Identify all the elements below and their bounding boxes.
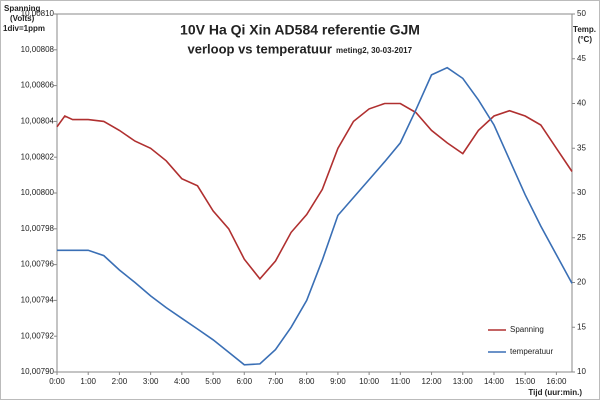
y2-tick-label: 20: [577, 278, 586, 287]
y-tick-label: 10,00806: [21, 81, 55, 90]
legend-label: temperatuur: [510, 347, 553, 356]
y2-tick-label: 25: [577, 233, 586, 242]
x-tick-label: 1:00: [80, 377, 96, 386]
x-tick-label: 12:00: [422, 377, 443, 386]
data-line: [57, 66, 573, 366]
y2-tick-label: 50: [577, 9, 586, 18]
x-tick-label: 15:00: [515, 377, 536, 386]
data-line: [56, 102, 573, 281]
y-tick-label: 10,00798: [21, 224, 55, 233]
chart-title: 10V Ha Qi Xin AD584 referentie GJM: [180, 22, 420, 38]
y-tick-label: 10,00796: [21, 260, 55, 269]
x-tick-label: 2:00: [112, 377, 128, 386]
y-tick-label: 10,00808: [21, 45, 55, 54]
x-tick-label: 11:00: [391, 377, 411, 386]
y-axis-label: (Volts): [10, 14, 35, 23]
x-tick-label: 10:00: [359, 377, 380, 386]
y-tick-label: 10,00810: [21, 9, 55, 18]
y-tick-label: 10,00794: [21, 296, 55, 305]
y2-tick-label: 45: [577, 54, 586, 63]
y-axis-label: 1div=1ppm: [3, 24, 45, 33]
x-tick-label: 4:00: [174, 377, 190, 386]
y-tick-label: 10,00792: [21, 331, 55, 340]
y2-tick-label: 10: [577, 367, 586, 376]
x-tick-label: 14:00: [484, 377, 505, 386]
x-tick-label: 6:00: [236, 377, 252, 386]
x-tick-label: 9:00: [330, 377, 346, 386]
x-axis-label: Tijd (uur:min.): [528, 388, 582, 397]
x-tick-label: 7:00: [268, 377, 284, 386]
y-tick-label: 10,00800: [21, 188, 55, 197]
x-tick-label: 8:00: [299, 377, 315, 386]
y2-tick-label: 30: [577, 188, 586, 197]
y2-tick-label: 15: [577, 322, 586, 331]
y-tick-label: 10,00802: [21, 152, 55, 161]
y2-axis-label: (°C): [578, 35, 593, 44]
subtitle-note: meting2, 30-03-2017: [336, 46, 413, 55]
y-tick-label: 10,00790: [21, 367, 55, 376]
y-axis-label: Spanning: [4, 4, 41, 13]
y-tick-label: 10,00804: [21, 117, 55, 126]
legend-label: Spanning: [510, 325, 544, 334]
y2-tick-label: 35: [577, 143, 586, 152]
y2-tick-label: 40: [577, 99, 586, 108]
x-tick-label: 3:00: [143, 377, 159, 386]
x-tick-label: 0:00: [49, 377, 65, 386]
x-tick-label: 5:00: [205, 377, 221, 386]
x-tick-label: 13:00: [453, 377, 474, 386]
chart-subtitle: verloop vs temperatuur: [188, 41, 333, 56]
y2-axis-label: Temp.: [573, 25, 596, 34]
x-tick-label: 16:00: [546, 377, 567, 386]
